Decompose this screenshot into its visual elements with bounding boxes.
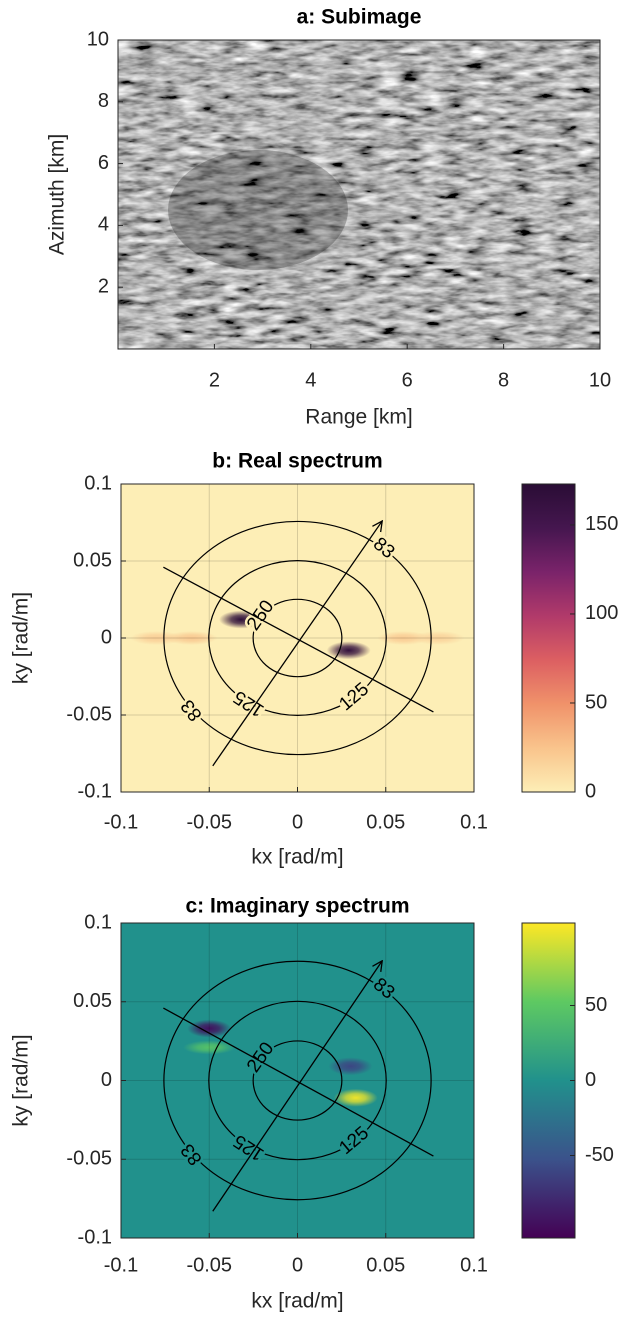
y-axis-label: ky [rad/m]: [10, 1034, 33, 1126]
x-tick-label: 4: [305, 369, 316, 391]
y-tick-label: 0.1: [84, 911, 112, 933]
y-tick-label: 0.1: [84, 472, 112, 494]
x-tick-label: 0: [292, 1254, 303, 1276]
colorbar-tick-label: 50: [585, 691, 607, 713]
spectral-peak: [412, 631, 465, 645]
x-axis-label: Range [km]: [305, 406, 412, 429]
heatmap-bg: [121, 923, 474, 1238]
x-tick-label: 0: [292, 811, 303, 833]
y-tick-label: 0.05: [73, 990, 112, 1012]
x-tick-label: 6: [402, 369, 413, 391]
x-tick-label: -0.1: [104, 811, 138, 833]
chart-title: c: Imaginary spectrum: [185, 895, 409, 918]
plot-area: [118, 40, 600, 349]
wavelength-contour: [163, 520, 432, 756]
x-axis-label: kx [rad/m]: [251, 846, 343, 869]
chart-title: a: Subimage: [297, 6, 422, 29]
y-tick-label: 6: [98, 152, 109, 174]
x-tick-label: 0.1: [460, 1254, 488, 1276]
y-tick-label: 4: [98, 214, 109, 236]
x-axis-label: kx [rad/m]: [251, 1290, 343, 1313]
direction-line: [212, 521, 382, 767]
spectral-peak: [183, 1040, 236, 1055]
wavelength-contour: [252, 598, 343, 678]
x-tick-label: -0.05: [186, 811, 232, 833]
y-axis-label: Azimuth [km]: [46, 134, 69, 255]
colorbar-tick-label: 150: [585, 513, 618, 535]
colorbar: [521, 922, 576, 1239]
axes-box: [117, 39, 601, 350]
x-tick-label: -0.1: [104, 1254, 138, 1276]
y-tick-label: 0: [101, 626, 112, 648]
y-tick-label: 10: [87, 28, 109, 50]
spectral-peak: [326, 641, 371, 660]
y-tick-label: 8: [98, 90, 109, 112]
colorbar-tick-label: 100: [585, 602, 618, 624]
y-tick-label: 0: [101, 1069, 112, 1091]
y-tick-label: -0.1: [78, 1226, 112, 1248]
x-tick-label: 2: [209, 369, 220, 391]
spectral-peak: [333, 1088, 378, 1107]
image-shade: [168, 150, 348, 270]
y-tick-label: -0.05: [66, 1148, 112, 1170]
spectral-peak: [187, 1019, 232, 1038]
y-tick-label: 2: [98, 275, 109, 297]
x-tick-label: 8: [498, 369, 509, 391]
x-tick-label: 10: [589, 369, 611, 391]
direction-line: [212, 961, 382, 1212]
colorbar-tick-label: 0: [585, 1069, 596, 1091]
direction-line: [163, 566, 434, 713]
x-tick-label: 0.05: [366, 1254, 405, 1276]
image-texture: [118, 40, 600, 349]
wavelength-contour: [163, 960, 432, 1201]
spectral-peak: [328, 1057, 373, 1076]
chart-title: b: Real spectrum: [212, 450, 382, 473]
spectral-peak: [165, 631, 218, 645]
x-tick-label: 0.05: [366, 811, 405, 833]
direction-line: [163, 1007, 434, 1157]
x-tick-label: -0.05: [186, 1254, 232, 1276]
colorbar-tick-label: 50: [585, 994, 607, 1016]
y-tick-label: 0.05: [73, 549, 112, 571]
y-axis-label: ky [rad/m]: [10, 592, 33, 684]
x-tick-label: 0.1: [460, 811, 488, 833]
colorbar-tick-label: 0: [585, 780, 596, 802]
wavelength-contour: [252, 1040, 343, 1121]
colorbar-tick-label: -50: [585, 1144, 614, 1166]
wavelength-contour: [208, 559, 387, 717]
y-tick-label: -0.1: [78, 780, 112, 802]
colorbar: [521, 483, 576, 793]
y-tick-label: -0.05: [66, 703, 112, 725]
wavelength-contour: [208, 1000, 387, 1161]
